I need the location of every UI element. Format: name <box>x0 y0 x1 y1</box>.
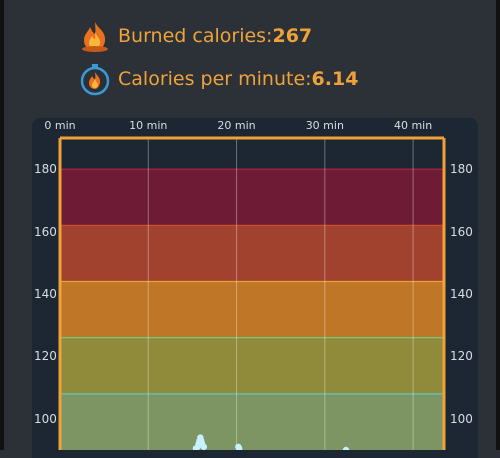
chart-top-region <box>60 138 444 170</box>
zone-band-zone-5 <box>60 169 444 226</box>
zone-band-zone-2 <box>60 337 444 394</box>
calories-per-minute-value: 6.14 <box>311 68 359 90</box>
y-tick-label-left: 160 <box>34 224 57 239</box>
zone-band-zone-3 <box>60 281 444 338</box>
y-tick-label-right: 100 <box>450 411 473 426</box>
y-tick-label-right: 140 <box>450 287 473 301</box>
screen: Burned calories: 267 Calories per minute… <box>4 0 496 458</box>
y-tick-label-left: 180 <box>34 162 57 177</box>
x-tick-label: 10 min <box>129 119 168 132</box>
hr-point <box>342 446 350 450</box>
y-tick-label-left: 120 <box>34 349 57 364</box>
y-tick-label-right: 180 <box>450 162 473 177</box>
device-bezel-left <box>0 0 4 450</box>
zone-band-zone-4 <box>60 225 444 282</box>
device-bezel-right <box>496 0 500 450</box>
y-tick-label-right: 120 <box>450 349 473 364</box>
burned-calories-label: Burned calories: <box>118 25 273 47</box>
x-tick-label: 20 min <box>217 119 256 132</box>
zone-band-zone-1 <box>60 393 444 450</box>
fire-icon <box>82 22 108 52</box>
hr-point <box>200 443 208 450</box>
burned-calories-row: Burned calories: 267 <box>78 18 312 54</box>
x-tick-label: 40 min <box>393 119 433 132</box>
y-tick-label-left: 140 <box>34 287 57 301</box>
hr-point <box>192 445 200 450</box>
heart-rate-chart <box>58 136 446 450</box>
y-tick-label-left: 100 <box>34 411 57 426</box>
calories-per-minute-row: Calories per minute: 6.14 <box>78 61 358 97</box>
stopwatch-fire-icon <box>80 64 110 96</box>
y-tick-label-right: 160 <box>450 224 473 239</box>
x-tick-label: 30 min <box>305 119 344 132</box>
hr-point <box>236 445 243 450</box>
x-tick-label: 0 min <box>44 119 76 132</box>
burned-calories-value: 267 <box>272 25 313 47</box>
calories-per-minute-label: Calories per minute: <box>118 68 312 90</box>
